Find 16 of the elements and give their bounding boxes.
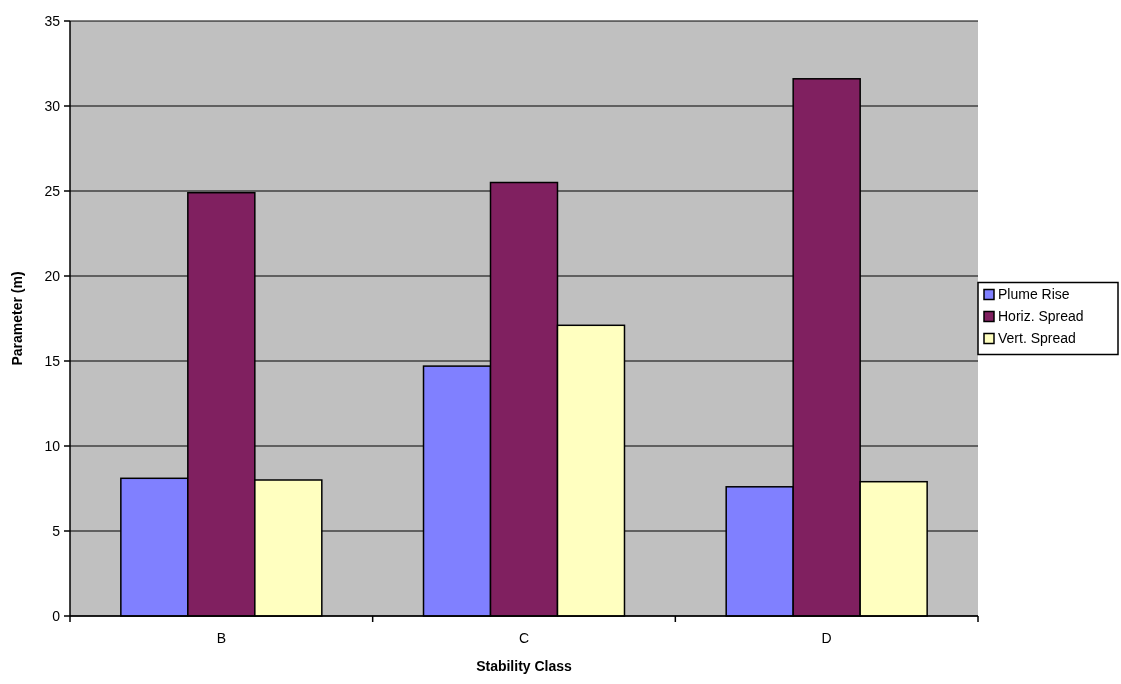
y-tick-label: 30 xyxy=(44,97,61,114)
y-tick-label: 0 xyxy=(52,607,61,624)
y-tick-label: 20 xyxy=(44,267,61,284)
y-tick-label: 15 xyxy=(44,352,61,369)
y-tick-label: 35 xyxy=(44,12,61,29)
x-tick-label: C xyxy=(518,630,530,646)
x-axis-title: Stability Class xyxy=(476,658,573,674)
y-tick-label: 5 xyxy=(52,522,61,539)
y-axis-title: Parameter (m) xyxy=(9,271,25,366)
legend-label: Plume Rise xyxy=(998,286,1070,303)
legend-label: Horiz. Spread xyxy=(998,308,1084,325)
y-tick-label: 25 xyxy=(44,182,61,199)
legend-label: Vert. Spread xyxy=(998,330,1076,347)
x-tick-label: D xyxy=(821,630,832,646)
y-tick-label: 10 xyxy=(44,437,61,454)
x-tick-label: B xyxy=(216,630,227,646)
